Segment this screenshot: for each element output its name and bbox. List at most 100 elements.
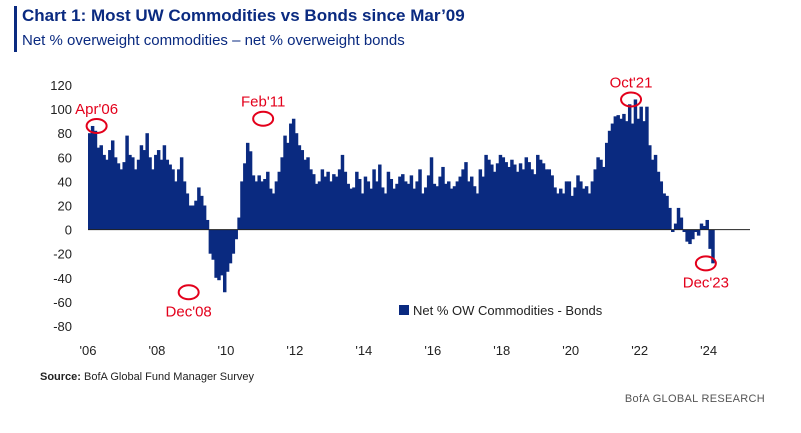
bar — [300, 150, 305, 230]
annotation-label: Apr'06 — [75, 101, 118, 118]
bar — [314, 183, 319, 230]
bar — [544, 169, 549, 230]
annotation-label: Dec'23 — [683, 274, 729, 291]
bar — [297, 145, 302, 230]
bar — [447, 181, 451, 230]
bar — [564, 181, 569, 230]
bar — [665, 195, 669, 230]
bar — [553, 187, 557, 230]
y-tick-label: 100 — [50, 102, 72, 117]
bar — [403, 181, 408, 230]
bar — [260, 181, 264, 230]
bar — [705, 219, 709, 230]
bar — [125, 135, 129, 230]
bar — [165, 159, 170, 230]
y-tick-label: 80 — [58, 126, 72, 141]
y-tick-label: -40 — [53, 271, 72, 286]
bar — [576, 175, 580, 230]
bar — [518, 163, 523, 230]
bar — [113, 157, 118, 230]
source-note: Source: BofA Global Fund Manager Survey — [40, 371, 254, 383]
chart-legend: Net % OW Commodities - Bonds — [399, 303, 603, 318]
bar — [424, 187, 428, 230]
bar — [179, 157, 184, 230]
bar — [263, 178, 267, 230]
bar — [110, 140, 115, 230]
bar — [168, 164, 172, 230]
bar — [156, 150, 161, 230]
bar — [438, 176, 442, 230]
bar — [475, 193, 480, 230]
bar — [656, 171, 661, 230]
bar — [283, 135, 287, 230]
bar — [323, 176, 327, 230]
bar — [498, 154, 503, 230]
bar — [699, 223, 704, 230]
annotation-label: Oct'21 — [610, 74, 653, 91]
bar-series — [88, 99, 715, 293]
bar — [619, 118, 623, 230]
y-tick-label: -80 — [53, 319, 72, 334]
bar — [441, 166, 445, 230]
bar — [197, 187, 201, 230]
bar — [596, 157, 600, 230]
bar — [711, 229, 715, 264]
bar — [682, 229, 686, 233]
bar — [105, 159, 109, 230]
x-tick-label: '14 — [355, 343, 372, 358]
bar — [171, 169, 175, 230]
bar — [573, 187, 577, 230]
bar — [131, 157, 135, 230]
annotation-label: Dec'08 — [166, 303, 212, 320]
bar — [145, 133, 149, 230]
bar — [613, 116, 618, 230]
bar — [205, 219, 210, 230]
annotation-circle — [620, 91, 643, 108]
bar — [248, 151, 253, 230]
bar — [142, 150, 147, 230]
bar — [599, 159, 603, 230]
bar — [429, 157, 434, 230]
bar — [312, 174, 316, 230]
bar — [645, 106, 649, 230]
bar — [541, 163, 546, 230]
title-accent-bar — [14, 6, 17, 52]
chart-title: Chart 1: Most UW Commodities vs Bonds si… — [22, 6, 465, 25]
bar — [536, 154, 540, 230]
bar — [271, 193, 276, 230]
bar — [309, 169, 313, 230]
bar — [650, 159, 655, 230]
bar — [579, 181, 583, 230]
bar — [590, 181, 595, 230]
y-tick-label: 20 — [58, 199, 72, 214]
bar — [194, 200, 198, 230]
bar — [225, 229, 230, 272]
bar — [648, 145, 652, 230]
bar — [524, 157, 529, 230]
annotation-label: Feb'11 — [241, 94, 285, 111]
bar — [177, 169, 181, 230]
bar — [329, 181, 333, 230]
bar — [200, 195, 204, 230]
x-tick-label: '22 — [631, 343, 648, 358]
bar — [507, 166, 511, 230]
bar — [332, 174, 336, 230]
bar — [122, 162, 126, 230]
bar — [286, 142, 290, 230]
legend-label: Net % OW Commodities - Bonds — [413, 303, 603, 318]
bar — [159, 159, 164, 230]
bar — [222, 229, 227, 293]
bar — [490, 164, 494, 230]
bar — [653, 154, 658, 230]
bar — [151, 169, 155, 230]
x-tick-label: '08 — [148, 343, 165, 358]
bar — [696, 229, 701, 236]
bar — [559, 188, 563, 230]
bar — [366, 181, 371, 230]
bar — [148, 157, 152, 230]
bar — [266, 171, 270, 230]
bar — [639, 106, 643, 230]
bar — [162, 145, 167, 230]
bar — [317, 181, 322, 230]
bar — [188, 205, 192, 230]
